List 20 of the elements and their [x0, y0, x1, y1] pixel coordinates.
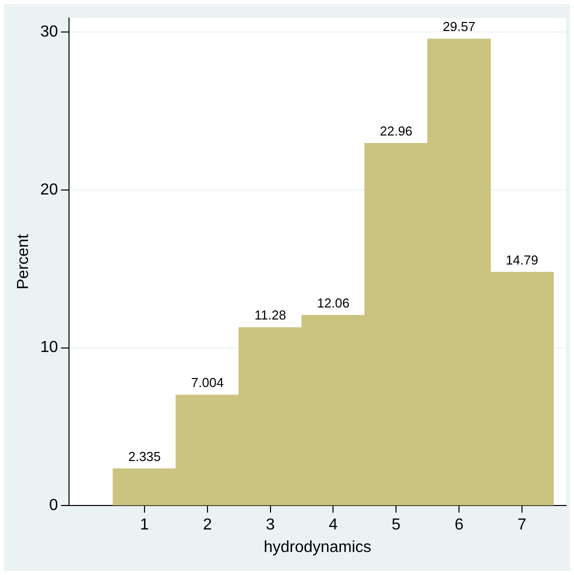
y-axis-title: Percent [15, 234, 32, 290]
y-tick-label: 20 [40, 181, 58, 198]
data-label: 22.96 [380, 123, 412, 138]
x-tick-label: 2 [202, 516, 212, 534]
data-label: 12.06 [316, 295, 350, 310]
y-tick-label: 10 [40, 339, 58, 356]
data-label: 14.79 [506, 252, 538, 268]
data-label: 2.335 [128, 448, 161, 464]
y-tick-label: 30 [40, 24, 58, 41]
data-label: 7.004 [191, 375, 224, 390]
x-axis-title: hydrodynamics [264, 538, 372, 556]
x-tick-label: 4 [328, 516, 338, 534]
x-tick-label: 1 [140, 516, 150, 534]
x-tick-label: 3 [266, 516, 275, 534]
x-tick-label: 5 [392, 516, 401, 534]
data-label: 11.28 [254, 308, 286, 323]
x-tick-label: 7 [518, 516, 527, 534]
data-label: 29.57 [442, 19, 476, 34]
y-tick-label: 0 [49, 497, 58, 514]
x-tick-label: 6 [454, 516, 464, 534]
